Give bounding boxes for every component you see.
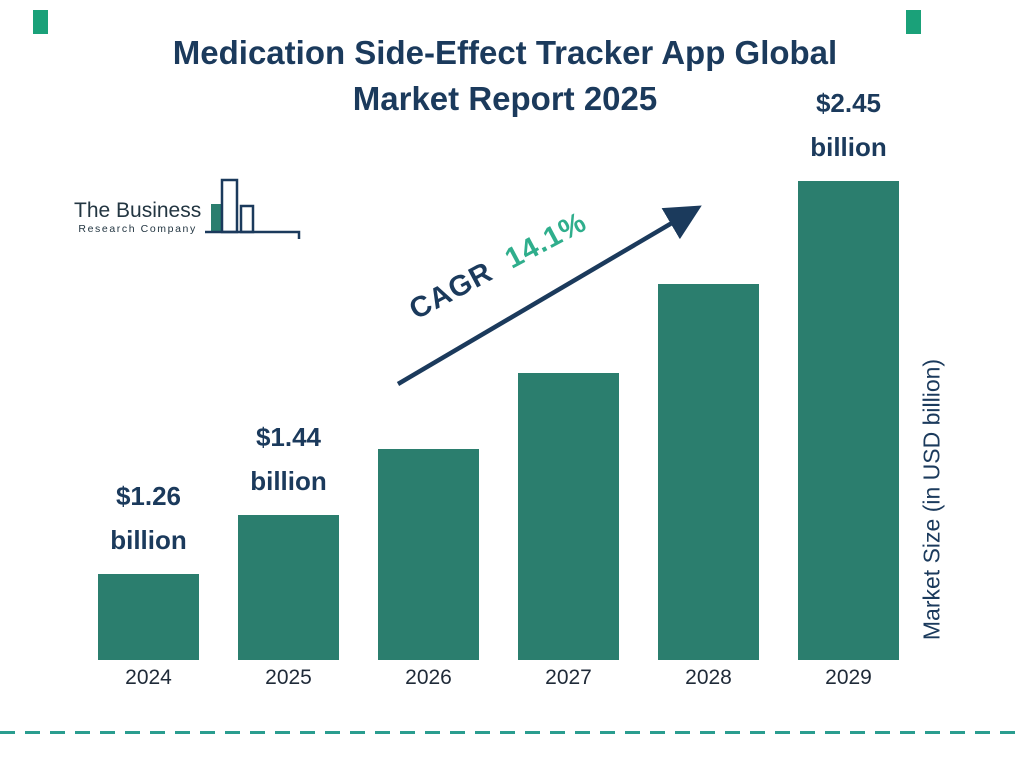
bar-2024	[98, 574, 199, 660]
cagr-arrow-icon	[396, 205, 702, 386]
x-tick-2028: 2028	[685, 666, 732, 689]
x-tick-2027: 2027	[545, 666, 592, 689]
page-title-line2: Market Report 2025	[352, 80, 658, 117]
x-tick-2026: 2026	[405, 666, 452, 689]
bar-2028	[658, 284, 759, 660]
corner-accent-left	[33, 10, 48, 34]
value-label-2029: $2.45 billion	[810, 88, 887, 162]
corner-accent-right	[906, 10, 921, 34]
y-axis-label: Market Size (in USD billion)	[918, 358, 945, 641]
bar-2029	[798, 181, 899, 660]
logo-bars-icon	[205, 178, 301, 239]
bottom-dashed-line	[0, 731, 1024, 734]
page-title: Medication Side-Effect Tracker App Globa…	[0, 30, 1010, 122]
company-logo-name: The Business	[74, 199, 202, 222]
value-label-2025: $1.44 billion	[250, 422, 327, 496]
bar-2025	[238, 515, 339, 660]
company-logo-subname: Research Company	[78, 223, 197, 235]
page-title-line1: Medication Side-Effect Tracker App Globa…	[172, 34, 838, 71]
company-logo: The Business Research Company	[74, 178, 305, 242]
bar-2026	[378, 449, 479, 660]
company-logo-text: The Business Research Company	[74, 199, 201, 242]
x-tick-2024: 2024	[125, 666, 172, 689]
value-label-2024: $1.26 billion	[110, 481, 187, 555]
x-tick-2029: 2029	[825, 666, 872, 689]
bar-2027	[518, 373, 619, 660]
x-tick-2025: 2025	[265, 666, 312, 689]
